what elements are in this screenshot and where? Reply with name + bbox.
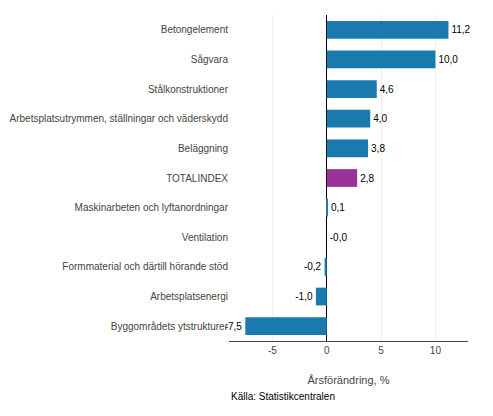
svg-text:Sågvara: Sågvara [191, 54, 229, 65]
svg-text:4,6: 4,6 [380, 84, 394, 95]
svg-text:2,8: 2,8 [360, 173, 374, 184]
svg-text:10: 10 [430, 345, 442, 356]
svg-text:4,0: 4,0 [373, 113, 387, 124]
svg-text:Beläggning: Beläggning [178, 143, 228, 154]
svg-text:Formmaterial och därtill höran: Formmaterial och därtill hörande stöd [62, 261, 228, 272]
svg-text:Årsförändring, %: Årsförändring, % [308, 374, 390, 386]
svg-text:Maskinarbeten och lyftanordnin: Maskinarbeten och lyftanordningar [75, 202, 229, 213]
svg-text:Stålkonstruktioner: Stålkonstruktioner [148, 84, 229, 95]
svg-text:Arbetsplatsutrymmen, ställning: Arbetsplatsutrymmen, ställningar och väd… [10, 113, 228, 124]
svg-text:-0,0: -0,0 [330, 232, 348, 243]
svg-text:Källa: Statistikcentralen: Källa: Statistikcentralen [231, 391, 335, 402]
svg-text:Betongelement: Betongelement [161, 24, 228, 35]
svg-text:-0,2: -0,2 [304, 261, 322, 272]
svg-text:5: 5 [378, 345, 384, 356]
svg-text:-1,0: -1,0 [295, 291, 313, 302]
svg-text:3,8: 3,8 [371, 143, 385, 154]
svg-text:10,0: 10,0 [438, 54, 458, 65]
svg-text:11,2: 11,2 [451, 24, 470, 35]
svg-text:TOTALINDEX: TOTALINDEX [166, 173, 228, 184]
svg-text:-7,5: -7,5 [225, 321, 243, 332]
svg-text:0,1: 0,1 [331, 202, 345, 213]
svg-text:Byggområdets ytstrukturer: Byggområdets ytstrukturer [111, 321, 229, 332]
svg-text:Arbetsplatsenergi: Arbetsplatsenergi [150, 291, 228, 302]
svg-text:Ventilation: Ventilation [182, 232, 228, 243]
svg-text:-5: -5 [268, 345, 277, 356]
svg-text:0: 0 [324, 345, 330, 356]
